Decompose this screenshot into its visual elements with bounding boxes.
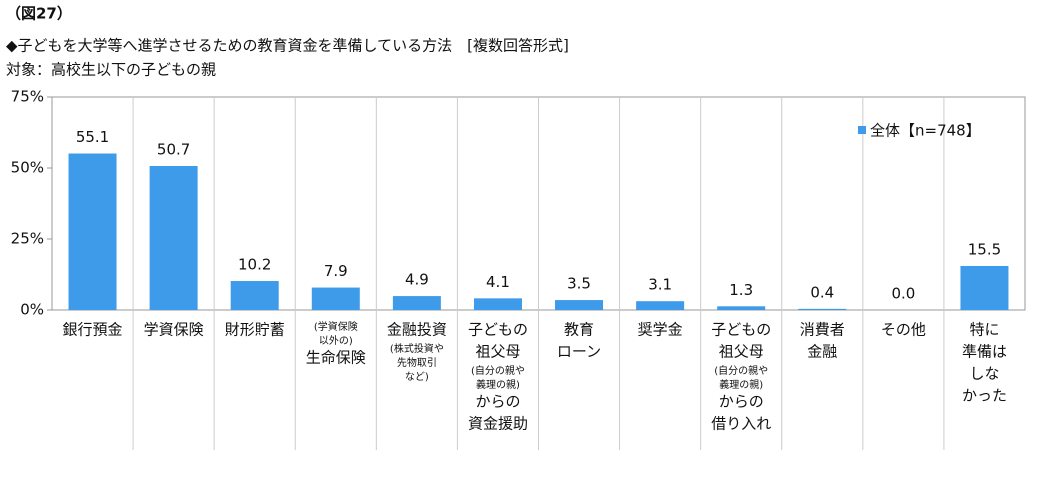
value-label: 0.0 (891, 285, 915, 303)
x-tick-label: (株式投資や (390, 342, 444, 355)
bar (960, 265, 1009, 310)
x-tick-label: かった (962, 387, 1007, 405)
x-tick-label: 子どもの (468, 321, 528, 339)
bar (230, 281, 279, 310)
x-tick-label: 特に (969, 321, 999, 339)
figure-label: （図27） (6, 5, 72, 23)
x-tick-label: からの (719, 393, 764, 411)
bar (473, 298, 522, 310)
chart-subtitle: 対象：高校生以下の子どもの親 (6, 61, 216, 79)
x-tick-label: 教育 (564, 321, 594, 339)
bar (311, 287, 360, 310)
value-label: 3.1 (648, 276, 672, 294)
x-tick-label: その他 (881, 321, 926, 339)
x-tick-label: (自分の親や (714, 364, 768, 377)
x-tick-label: からの (475, 393, 520, 411)
value-label: 50.7 (157, 141, 190, 159)
x-tick-label: 銀行預金 (63, 321, 123, 339)
value-label: 0.4 (810, 283, 834, 301)
bar (392, 296, 441, 310)
x-tick-label: 金融投資 (387, 321, 447, 339)
value-label: 10.2 (238, 256, 271, 274)
x-tick-label: (自分の親や (471, 364, 525, 377)
bar (717, 306, 766, 310)
x-tick-label: 奨学金 (638, 321, 683, 339)
x-tick-label: 以外の) (319, 335, 353, 347)
value-label: 15.5 (968, 240, 1001, 258)
y-tick-label: 0% (20, 301, 44, 319)
y-tick-label: 75% (11, 88, 44, 106)
x-tick-label: ローン (557, 343, 601, 361)
x-tick-label: 資金援助 (468, 415, 528, 433)
legend-label: 全体【n=748】 (870, 122, 981, 140)
x-tick-label: 学資保険 (144, 321, 204, 339)
bar (149, 166, 198, 310)
value-label: 55.1 (76, 128, 109, 146)
x-tick-label: 金融 (807, 343, 837, 361)
value-label: 1.3 (729, 281, 753, 299)
value-label: 7.9 (324, 262, 348, 280)
x-tick-label: など) (405, 371, 429, 383)
x-tick-label: 準備は (962, 343, 1007, 361)
x-tick-label: 消費者 (800, 321, 845, 339)
value-label: 4.1 (486, 273, 510, 291)
x-tick-label: 祖父母 (719, 343, 764, 361)
value-label: 4.9 (405, 271, 429, 289)
bar (68, 153, 117, 310)
x-tick-label: 生命保険 (306, 349, 366, 367)
x-tick-label: 先物取引 (397, 356, 437, 369)
x-tick-label: (学資保険 (314, 320, 358, 333)
x-tick-label: 借り入れ (711, 415, 771, 433)
x-tick-label: 子どもの (711, 321, 771, 339)
x-tick-label: 祖父母 (475, 343, 520, 361)
value-label: 3.5 (567, 275, 591, 293)
x-tick-label: 財形貯蓄 (225, 321, 285, 339)
x-tick-label: 義理の親) (476, 378, 520, 391)
y-tick-label: 25% (11, 230, 44, 248)
x-tick-label: しな (969, 365, 999, 383)
x-tick-label: 義理の親) (719, 378, 763, 391)
bar (636, 301, 685, 310)
bar (555, 300, 604, 310)
chart-title: ◆子どもを大学等へ進学させるための教育資金を準備している方法 [複数回答形式] (6, 37, 569, 55)
bar (798, 308, 847, 310)
legend-swatch (858, 126, 866, 134)
y-tick-label: 50% (11, 159, 44, 177)
